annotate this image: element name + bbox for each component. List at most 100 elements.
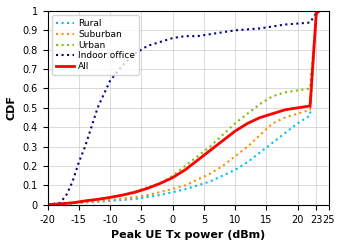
Suburban: [45, 203, 50, 206]
Urban: [158, 182, 162, 185]
Suburban: [95, 200, 100, 203]
All: [77, 200, 81, 203]
Suburban: [70, 202, 75, 205]
Suburban: [108, 198, 112, 201]
Rural: [233, 168, 237, 171]
Indoor office: [70, 180, 75, 183]
Indoor office: [317, 9, 321, 12]
All: [45, 203, 50, 206]
Suburban: [317, 9, 321, 12]
All: [70, 201, 75, 204]
Suburban: [283, 116, 287, 119]
Indoor office: [183, 35, 187, 38]
Line: Suburban: Suburban: [48, 11, 319, 205]
Indoor office: [271, 25, 275, 28]
Urban: [295, 89, 300, 92]
Suburban: [208, 172, 212, 175]
All: [246, 122, 250, 125]
X-axis label: Peak UE Tx power (dBm): Peak UE Tx power (dBm): [111, 230, 265, 240]
Suburban: [196, 178, 200, 181]
Rural: [258, 151, 262, 154]
Urban: [171, 174, 175, 177]
Indoor office: [308, 21, 312, 24]
Suburban: [308, 108, 312, 111]
Indoor office: [77, 161, 81, 164]
Legend: Rural, Suburban, Urban, Indoor office, All: Rural, Suburban, Urban, Indoor office, A…: [52, 16, 139, 75]
All: [95, 198, 100, 201]
Y-axis label: CDF: CDF: [7, 95, 17, 120]
Rural: [45, 203, 50, 206]
Rural: [317, 9, 321, 12]
Indoor office: [314, 11, 318, 14]
Urban: [246, 112, 250, 115]
Rural: [133, 198, 137, 201]
Urban: [108, 196, 112, 199]
Rural: [158, 194, 162, 197]
Indoor office: [246, 28, 250, 31]
Indoor office: [58, 201, 62, 204]
Indoor office: [158, 41, 162, 43]
Rural: [146, 196, 150, 199]
Line: Indoor office: Indoor office: [48, 11, 319, 205]
Urban: [258, 103, 262, 105]
Suburban: [183, 184, 187, 187]
Suburban: [246, 145, 250, 148]
All: [283, 108, 287, 111]
Rural: [314, 13, 318, 16]
Urban: [196, 155, 200, 158]
Indoor office: [208, 33, 212, 36]
Suburban: [58, 202, 62, 205]
Suburban: [171, 187, 175, 190]
Suburban: [295, 112, 300, 115]
Indoor office: [196, 35, 200, 38]
Urban: [208, 145, 212, 148]
Suburban: [271, 122, 275, 125]
Urban: [146, 186, 150, 189]
Suburban: [120, 197, 124, 200]
Rural: [183, 188, 187, 191]
Rural: [271, 141, 275, 144]
Suburban: [77, 201, 81, 204]
Urban: [120, 193, 124, 196]
Urban: [133, 190, 137, 193]
Urban: [271, 95, 275, 98]
All: [221, 139, 225, 142]
All: [83, 199, 87, 202]
Indoor office: [295, 22, 300, 25]
All: [146, 187, 150, 190]
Urban: [221, 134, 225, 137]
Urban: [283, 91, 287, 94]
Urban: [95, 198, 100, 201]
Rural: [120, 198, 124, 201]
Urban: [58, 202, 62, 205]
All: [314, 11, 318, 14]
All: [295, 106, 300, 109]
Rural: [58, 202, 62, 205]
Rural: [283, 132, 287, 135]
Indoor office: [171, 37, 175, 40]
All: [271, 112, 275, 115]
Urban: [317, 9, 321, 12]
Rural: [308, 114, 312, 117]
All: [196, 159, 200, 162]
Indoor office: [133, 52, 137, 55]
Indoor office: [258, 27, 262, 30]
Indoor office: [64, 194, 68, 197]
Suburban: [258, 134, 262, 137]
Urban: [183, 165, 187, 167]
Rural: [77, 201, 81, 204]
Indoor office: [221, 31, 225, 34]
Rural: [221, 174, 225, 177]
Indoor office: [283, 23, 287, 26]
All: [308, 104, 312, 107]
Urban: [83, 199, 87, 202]
Indoor office: [89, 126, 93, 129]
Rural: [108, 199, 112, 202]
Suburban: [221, 165, 225, 167]
Line: Urban: Urban: [48, 11, 319, 205]
Urban: [77, 200, 81, 203]
All: [108, 196, 112, 199]
Indoor office: [45, 203, 50, 206]
Suburban: [158, 191, 162, 194]
Rural: [246, 161, 250, 164]
